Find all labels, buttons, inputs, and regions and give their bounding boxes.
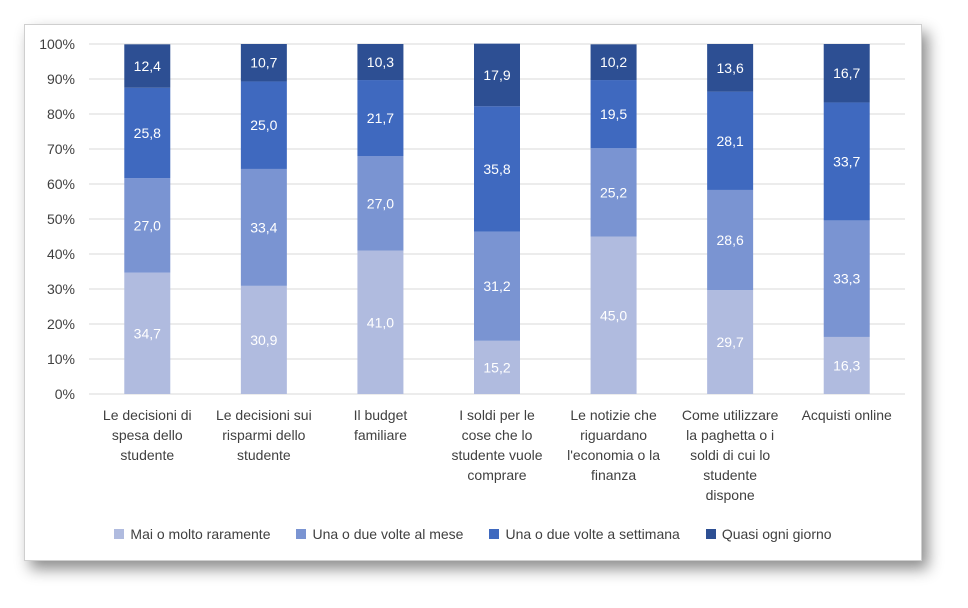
data-label: 41,0 — [367, 314, 394, 330]
data-label: 25,8 — [134, 125, 161, 141]
data-label: 28,1 — [717, 133, 744, 149]
data-label: 13,6 — [717, 60, 744, 76]
data-label: 27,0 — [367, 195, 394, 211]
legend-swatch — [296, 529, 307, 539]
bar-segment — [474, 106, 520, 232]
legend-swatch — [489, 529, 500, 539]
bar-segment — [357, 44, 404, 81]
bar-segment — [240, 285, 287, 394]
bar-segment — [124, 44, 171, 88]
category-label: Le notizie che riguardano l'economia o l… — [567, 407, 661, 483]
data-label: 29,7 — [717, 334, 744, 350]
data-label: 33,4 — [250, 219, 277, 235]
y-tick-label: 80% — [47, 106, 75, 122]
data-label: 45,0 — [600, 307, 627, 323]
legend-item: Una o due volte al mese — [296, 526, 463, 542]
bar-segment — [823, 336, 870, 394]
bar-segment — [823, 220, 870, 337]
bar-segment — [474, 340, 520, 394]
bar-segment — [124, 178, 171, 273]
legend-swatch — [114, 529, 125, 539]
data-label: 35,8 — [483, 161, 510, 177]
bar-segment — [823, 44, 870, 103]
bar-segment — [590, 80, 637, 149]
legend-item: Mai o molto raramente — [114, 526, 270, 542]
bar-segment — [240, 44, 287, 82]
y-tick-label: 0% — [55, 386, 75, 402]
y-tick-label: 70% — [47, 141, 75, 157]
data-label: 30,9 — [250, 332, 277, 348]
bar-segment — [590, 236, 637, 394]
bar-segment — [707, 91, 754, 190]
legend-label: Quasi ogni giorno — [721, 526, 832, 542]
data-label: 10,2 — [600, 54, 627, 70]
data-label: 33,3 — [833, 271, 860, 287]
data-label: 10,7 — [250, 55, 277, 71]
bar-segment — [590, 148, 637, 237]
y-tick-label: 100% — [39, 36, 75, 52]
data-label: 17,9 — [483, 67, 510, 83]
y-tick-label: 20% — [47, 316, 75, 332]
bar-segment — [240, 168, 287, 286]
data-label: 16,7 — [833, 65, 860, 81]
data-label: 28,6 — [717, 232, 744, 248]
bar-segment — [707, 290, 754, 394]
legend: Mai o molto raramente Una o due volte al … — [25, 526, 921, 542]
y-tick-label: 40% — [47, 246, 75, 262]
category-label: Come utilizzare la paghetta o i soldi di… — [681, 407, 779, 503]
data-label: 15,2 — [483, 359, 510, 375]
legend-label: Una o due volte al mese — [312, 526, 464, 542]
data-label: 27,0 — [134, 217, 161, 233]
category-label: Le decisioni di spesa dello studente — [102, 407, 192, 463]
y-tick-label: 50% — [47, 211, 75, 227]
data-label: 19,5 — [600, 106, 627, 122]
y-tick-label: 60% — [47, 176, 75, 192]
bar-segment — [707, 44, 754, 92]
data-label: 31,2 — [483, 278, 510, 294]
data-label: 34,7 — [134, 325, 161, 341]
legend-label: Una o due volte a settimana — [505, 526, 680, 542]
bar-segment — [474, 231, 520, 341]
bar-segment — [124, 272, 171, 394]
data-label: 21,7 — [367, 110, 394, 126]
data-label: 25,0 — [250, 117, 277, 133]
legend-item: Una o due volte a settimana — [489, 526, 680, 542]
legend-label: Mai o molto raramente — [130, 526, 271, 542]
bar-segment — [823, 102, 870, 221]
category-label: Il budget familiare — [353, 407, 408, 443]
legend-swatch — [705, 529, 716, 539]
category-label: Le decisioni sui risparmi dello studente — [215, 407, 312, 463]
data-label: 25,2 — [600, 184, 627, 200]
bar-segment — [240, 81, 287, 169]
y-tick-label: 10% — [47, 351, 75, 367]
category-label: I soldi per le cose che lo studente vuol… — [451, 407, 543, 483]
data-label: 12,4 — [134, 58, 161, 74]
bar-segment — [474, 43, 520, 107]
bar-segment — [707, 189, 754, 291]
y-tick-label: 30% — [47, 281, 75, 297]
stacked-bar-chart: 0% 10% 20% 30% 40% 50% 60% 70% 80% 90% 100% 34,7 27,… — [39, 36, 905, 402]
bar-segment — [357, 156, 404, 251]
chart-frame: 0% 10% 20% 30% 40% 50% 60% 70% 80% 90% 100% 34,7 27,… — [24, 24, 922, 561]
data-label: 10,3 — [367, 54, 394, 70]
category-label: Acquisti online — [801, 407, 892, 423]
bar-segment — [124, 87, 171, 179]
legend-item: Quasi ogni giorno — [705, 526, 832, 542]
data-label: 33,7 — [833, 153, 860, 169]
y-tick-label: 90% — [47, 71, 75, 87]
bar-segment — [357, 80, 404, 156]
data-label: 16,3 — [833, 357, 860, 373]
bar-segment — [590, 44, 637, 81]
bar-segment — [357, 250, 404, 394]
